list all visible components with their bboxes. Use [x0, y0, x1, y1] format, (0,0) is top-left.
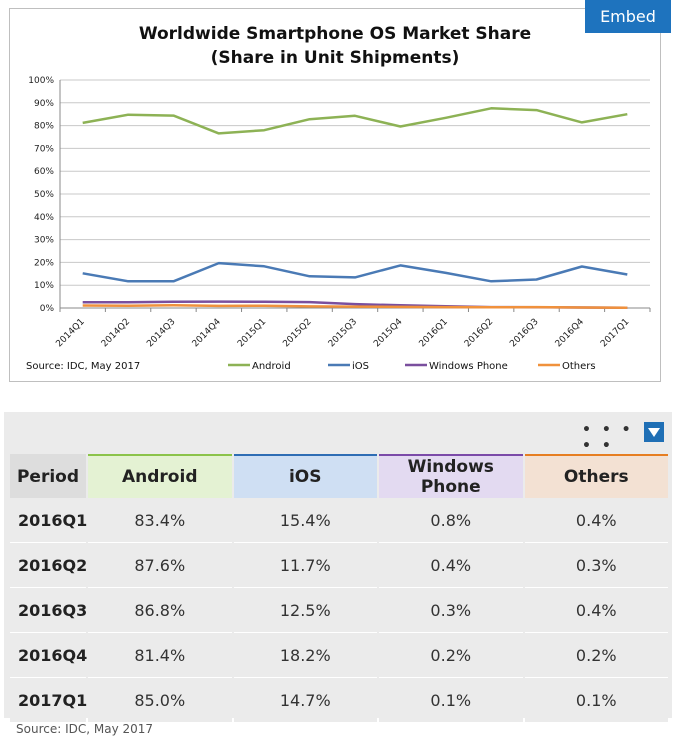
- others-cell: 0.3%: [524, 543, 668, 588]
- y-tick-label: 70%: [34, 144, 54, 154]
- y-tick-label: 0%: [40, 304, 55, 314]
- ios-cell: 11.7%: [233, 543, 377, 588]
- y-tick-label: 100%: [28, 76, 54, 86]
- table-toolbar: • • • • •: [4, 412, 672, 454]
- embed-button[interactable]: Embed: [585, 0, 671, 33]
- x-tick-label: 2014Q2: [100, 317, 132, 349]
- windows-phone-cell: 0.8%: [379, 498, 523, 543]
- header-period[interactable]: Period: [10, 454, 86, 498]
- series-line-ios: [82, 261, 628, 283]
- x-tick-label: 2016Q4: [554, 317, 587, 350]
- x-tick-label: 2016Q1: [418, 317, 450, 349]
- chart-frame: Worldwide Smartphone OS Market Share (Sha…: [9, 8, 661, 382]
- header-others[interactable]: Others: [524, 454, 668, 498]
- x-tick-label: 2015Q4: [372, 317, 405, 350]
- x-tick-label: 2015Q2: [281, 317, 313, 349]
- x-tick-label: 2015Q1: [236, 317, 268, 349]
- header-android[interactable]: Android: [88, 454, 232, 498]
- table-header-row: Period Android iOS Windows Phone Others: [10, 454, 668, 498]
- x-tick-label: 2015Q3: [327, 317, 359, 349]
- android-cell: 85.0%: [88, 678, 232, 723]
- ios-cell: 15.4%: [233, 498, 377, 543]
- windows-phone-cell: 0.4%: [379, 543, 523, 588]
- table-row: 2016Q3 86.8% 12.5% 0.3% 0.4%: [10, 588, 668, 633]
- x-tick-label: 2016Q3: [508, 317, 540, 349]
- others-cell: 0.4%: [524, 498, 668, 543]
- ios-cell: 14.7%: [233, 678, 377, 723]
- dropdown-toggle-icon[interactable]: [644, 422, 664, 442]
- legend-label-others: Others: [562, 361, 596, 372]
- legend-label-ios: iOS: [352, 361, 369, 372]
- data-table-panel: • • • • • Period Android iOS Windows Pho…: [4, 412, 672, 723]
- y-tick-label: 60%: [34, 167, 54, 177]
- period-cell: 2016Q1: [10, 498, 87, 543]
- y-tick-label: 80%: [34, 122, 54, 132]
- legend-label-android: Android: [252, 361, 291, 372]
- table-source-note: Source: IDC, May 2017: [16, 722, 154, 736]
- chart-title: Worldwide Smartphone OS Market Share: [139, 24, 531, 44]
- others-cell: 0.2%: [524, 633, 668, 678]
- more-options-icon[interactable]: • • • • •: [582, 422, 634, 454]
- others-cell: 0.1%: [524, 678, 668, 723]
- header-ios[interactable]: iOS: [233, 454, 377, 498]
- y-tick-label: 90%: [34, 99, 54, 109]
- android-cell: 81.4%: [88, 633, 232, 678]
- y-tick-label: 20%: [34, 258, 54, 268]
- table-row: 2017Q1 85.0% 14.7% 0.1% 0.1%: [10, 678, 668, 723]
- others-cell: 0.4%: [524, 588, 668, 633]
- x-tick-label: 2017Q1: [599, 317, 631, 349]
- android-cell: 86.8%: [88, 588, 232, 633]
- chart-source-note: Source: IDC, May 2017: [26, 361, 140, 372]
- header-windows-phone[interactable]: Windows Phone: [379, 454, 523, 498]
- x-tick-label: 2014Q1: [54, 317, 86, 349]
- x-tick-label: 2016Q2: [463, 317, 495, 349]
- table-row: 2016Q2 87.6% 11.7% 0.4% 0.3%: [10, 543, 668, 588]
- table-row: 2016Q4 81.4% 18.2% 0.2% 0.2%: [10, 633, 668, 678]
- windows-phone-cell: 0.3%: [379, 588, 523, 633]
- period-cell: 2016Q2: [10, 543, 87, 588]
- market-share-table: Period Android iOS Windows Phone Others …: [8, 454, 670, 723]
- table-row: 2016Q1 83.4% 15.4% 0.8% 0.4%: [10, 498, 668, 543]
- x-tick-label: 2014Q4: [191, 317, 224, 350]
- ios-cell: 18.2%: [233, 633, 377, 678]
- series-line-android: [82, 107, 628, 135]
- y-tick-label: 10%: [34, 281, 54, 291]
- series-line-others: [82, 304, 628, 310]
- legend-label-windows-phone: Windows Phone: [429, 361, 508, 372]
- line-chart: Worldwide Smartphone OS Market Share (Sha…: [26, 24, 651, 372]
- android-cell: 87.6%: [88, 543, 232, 588]
- x-tick-label: 2014Q3: [145, 317, 177, 349]
- android-cell: 83.4%: [88, 498, 232, 543]
- windows-phone-cell: 0.2%: [379, 633, 523, 678]
- y-tick-label: 50%: [34, 190, 54, 200]
- y-tick-label: 40%: [34, 213, 54, 223]
- chart-subtitle: (Share in Unit Shipments): [211, 48, 460, 68]
- period-cell: 2016Q3: [10, 588, 87, 633]
- ios-cell: 12.5%: [233, 588, 377, 633]
- y-tick-label: 30%: [34, 236, 54, 246]
- windows-phone-cell: 0.1%: [379, 678, 523, 723]
- period-cell: 2016Q4: [10, 633, 87, 678]
- period-cell: 2017Q1: [10, 678, 87, 723]
